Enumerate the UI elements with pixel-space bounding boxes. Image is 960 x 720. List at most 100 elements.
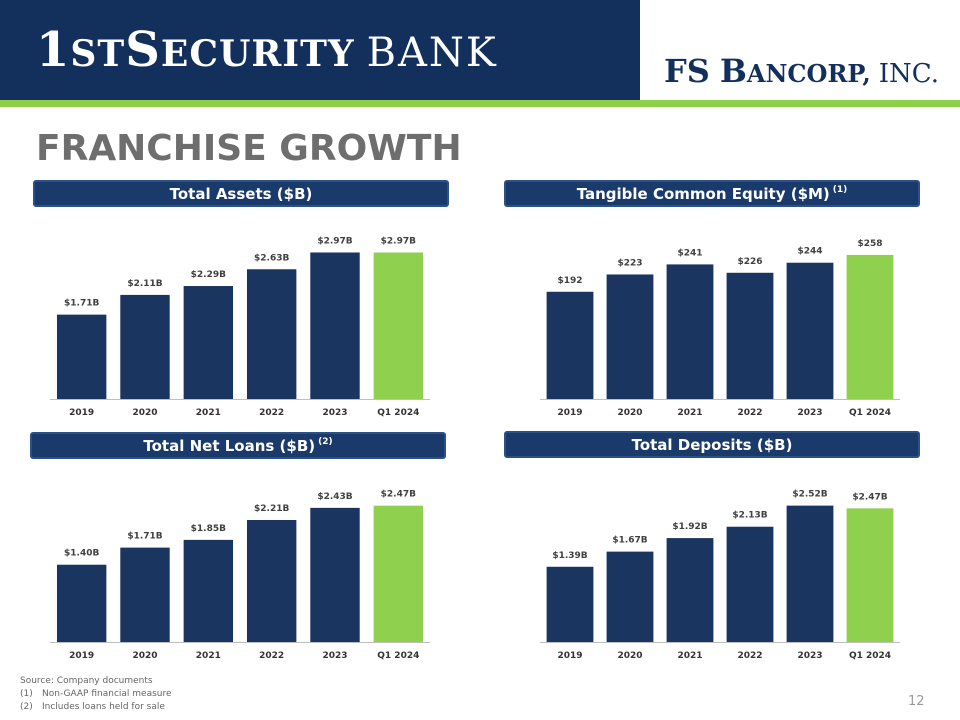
chart-header-total-deposits: Total Deposits ($B)	[504, 431, 920, 458]
data-label: $241	[677, 248, 702, 258]
tick-label: 2019	[557, 408, 582, 418]
tick-label: 2023	[797, 408, 822, 418]
chart-title: Total Assets ($B)	[169, 184, 313, 203]
tick-label: 2023	[322, 408, 347, 418]
footnote-marker: (1)	[832, 184, 848, 195]
data-label: $2.47B	[852, 492, 887, 502]
data-label: $2.43B	[317, 492, 352, 502]
bar	[56, 564, 107, 642]
bar	[373, 505, 424, 642]
bar	[183, 539, 234, 642]
data-label: $2.13B	[732, 511, 767, 521]
footnote-number: (2)	[20, 702, 33, 712]
bar	[310, 507, 360, 642]
tick-label: Q1 2024	[377, 408, 419, 418]
first-security-bank-logo: 1 ST S ECURITY BANK	[36, 22, 498, 82]
data-label: $2.52B	[792, 490, 827, 500]
tick-label: 2021	[196, 408, 221, 418]
bar	[726, 272, 774, 399]
tick-label: 2020	[132, 651, 157, 661]
chart-total-net-loans: $1.40B 2019 $1.71B 2020 $1.85B 2021 $2.21B 2022…	[50, 490, 430, 661]
data-label: $1.71B	[127, 532, 162, 542]
chart-title: Total Deposits ($B)	[631, 435, 793, 454]
data-label: $226	[737, 257, 762, 267]
bar	[546, 291, 594, 399]
bar	[786, 505, 834, 642]
source-note: Source: Company documents	[20, 676, 153, 686]
tick-label: 2021	[196, 651, 221, 661]
tick-label: 2022	[259, 408, 284, 418]
footnotes: Source: Company documents (1) Non-GAAP fi…	[20, 675, 172, 714]
logo-text: S	[125, 22, 161, 78]
data-label: $1.67B	[612, 536, 647, 546]
footnote-2: (2) Includes loans held for sale	[20, 701, 172, 714]
bar	[183, 286, 234, 399]
tick-label: Q1 2024	[849, 651, 891, 661]
bar	[310, 252, 360, 399]
tick-label: 2020	[132, 408, 157, 418]
chart-tangible-equity: $192 2019 $223 2020 $241 2021 $226 2022 $244 2023…	[540, 239, 900, 418]
tick-label: Q1 2024	[377, 651, 419, 661]
logo-text: FS	[664, 52, 710, 90]
footnote-1: (1) Non-GAAP financial measure	[20, 688, 172, 701]
chart-header-total-assets: Total Assets ($B)	[33, 180, 449, 207]
header-divider	[0, 100, 960, 107]
data-label: $2.97B	[381, 236, 416, 246]
page-title: FRANCHISE GROWTH	[36, 128, 462, 169]
logo-text: ANCORP,	[746, 59, 871, 88]
data-label: $2.29B	[191, 270, 226, 280]
bar	[786, 262, 834, 399]
logo-text: ST	[70, 33, 126, 75]
bar	[726, 526, 774, 642]
tick-label: 2019	[69, 408, 94, 418]
data-label: $1.40B	[64, 549, 99, 559]
tick-label: 2021	[677, 408, 702, 418]
bar	[56, 314, 107, 399]
tick-label: 2021	[677, 651, 702, 661]
bar	[846, 254, 894, 399]
data-label: $2.21B	[254, 504, 289, 514]
logo-text: 1	[36, 22, 71, 78]
bar	[666, 264, 714, 399]
logo-text: BANK	[366, 30, 498, 76]
logo-text: B	[719, 52, 747, 90]
chart-header-tangible-equity: Tangible Common Equity ($M) (1)	[504, 180, 920, 207]
chart-header-total-net-loans: Total Net Loans ($B) (2)	[30, 432, 446, 459]
tick-label: 2020	[617, 408, 642, 418]
data-label: $1.85B	[191, 524, 226, 534]
data-label: $1.39B	[552, 551, 587, 561]
data-label: $2.11B	[127, 279, 162, 289]
bar	[606, 274, 654, 399]
tick-label: 2022	[259, 651, 284, 661]
data-label: $258	[857, 239, 882, 249]
data-label: $223	[617, 258, 642, 268]
data-label: $2.97B	[317, 236, 352, 246]
logo-text: INC.	[878, 59, 939, 89]
page-number: 12	[908, 694, 925, 709]
tick-label: 2019	[69, 651, 94, 661]
header-banner	[0, 0, 640, 100]
tick-label: 2019	[557, 651, 582, 661]
bar	[666, 538, 714, 642]
bar	[373, 252, 424, 399]
data-label: $192	[557, 276, 582, 286]
data-label: $2.63B	[254, 253, 289, 263]
chart-title: Tangible Common Equity ($M)	[576, 184, 830, 203]
logo-text: ECURITY	[160, 33, 355, 75]
tick-label: 2020	[617, 651, 642, 661]
tick-label: Q1 2024	[849, 408, 891, 418]
bar	[120, 547, 170, 642]
bar	[546, 566, 594, 642]
data-label: $1.92B	[672, 522, 707, 532]
bar	[120, 294, 170, 399]
bar	[846, 508, 894, 642]
data-label: $244	[797, 247, 822, 257]
bar	[246, 520, 297, 642]
chart-title: Total Net Loans ($B)	[143, 436, 316, 455]
tick-label: 2022	[737, 408, 762, 418]
footnote-number: (1)	[20, 689, 33, 699]
data-label: $1.71B	[64, 299, 99, 309]
footnote-text: Non-GAAP financial measure	[42, 689, 172, 699]
footnote-marker: (2)	[318, 436, 333, 447]
tick-label: 2022	[737, 651, 762, 661]
